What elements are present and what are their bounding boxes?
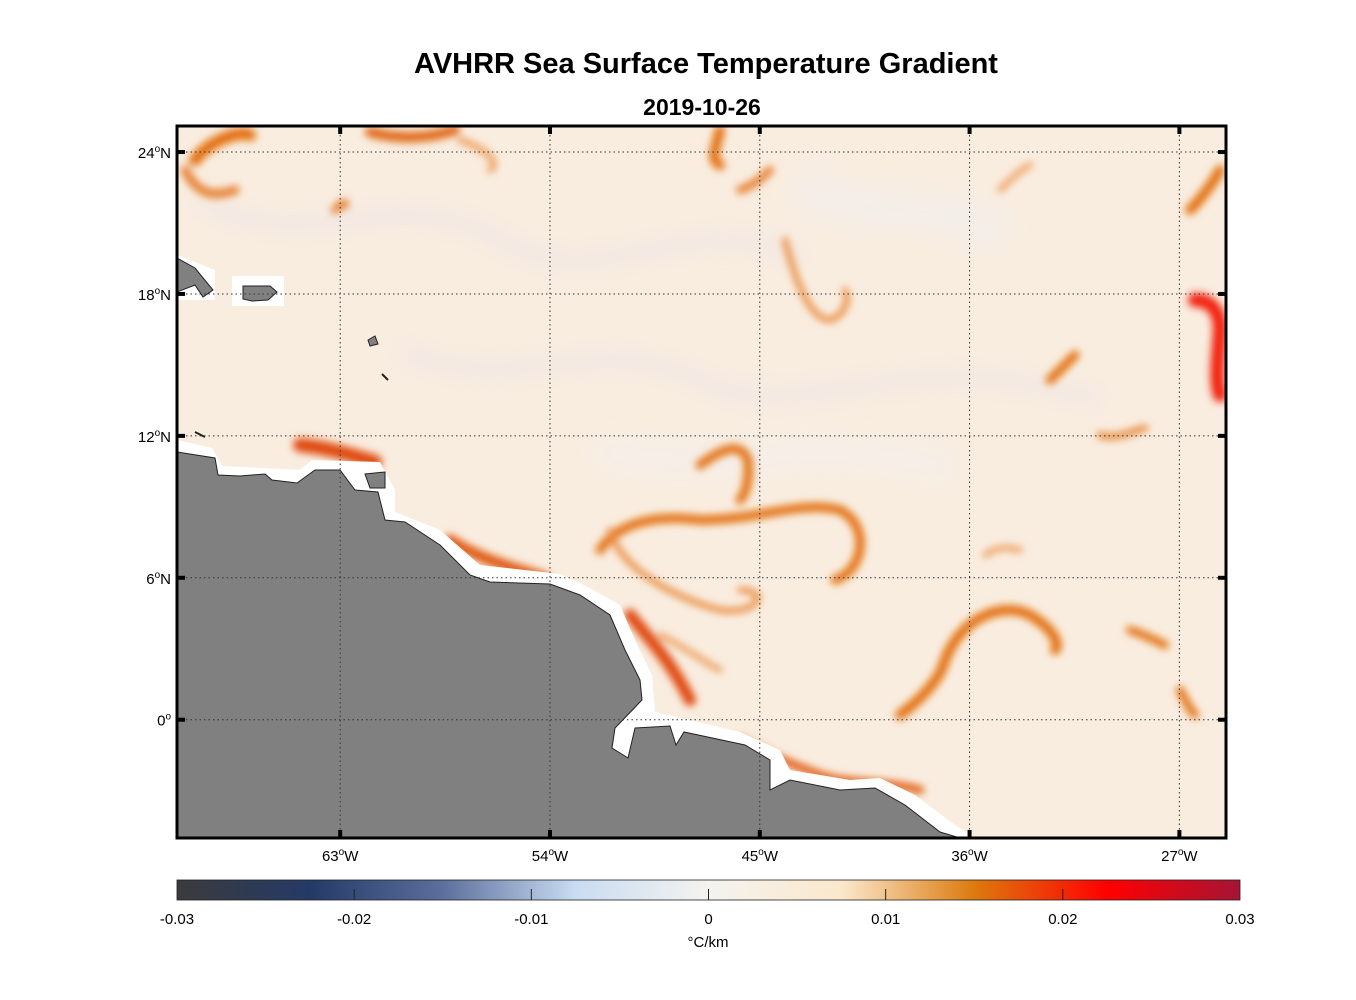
axis-ticks: 63oW 54oW 45oW 36oW 27oW 24oN 18oN 12oN 6oN 0o	[138, 126, 1226, 865]
south-america-land	[177, 451, 961, 838]
colorbar-tick-label: 0.03	[1225, 911, 1254, 928]
x-tick-label: 63oW	[322, 847, 359, 865]
chart-title: AVHRR Sea Surface Temperature Gradient	[414, 48, 998, 80]
y-tick-label: 18oN	[138, 286, 171, 304]
colorbar-tick-label: 0	[704, 911, 712, 928]
island-land	[381, 373, 389, 381]
hispaniola-land	[177, 257, 214, 298]
x-tick-label: 36oW	[951, 847, 988, 865]
y-tick-label: 6oN	[146, 570, 171, 588]
texture	[196, 164, 1103, 485]
island-land	[367, 335, 379, 347]
colorbar-tick-label: 0.01	[871, 911, 900, 928]
puerto-rico-land	[242, 285, 278, 302]
colorbar-tick-label: -0.03	[160, 911, 194, 928]
island-land	[194, 431, 206, 438]
colorbar-tick-label: -0.02	[337, 911, 371, 928]
chart-subtitle: 2019-10-26	[643, 94, 761, 120]
colorbar-label: °C/km	[688, 934, 729, 951]
colorbar-ticks: -0.03 -0.02 -0.01 0 0.01 0.02 0.03	[160, 889, 1255, 928]
x-tick-label: 27oW	[1161, 847, 1198, 865]
y-tick-label: 12oN	[138, 428, 171, 446]
grid-lines	[177, 126, 1226, 838]
y-tick-label: 24oN	[138, 144, 171, 162]
map-frame	[175, 124, 1228, 840]
colorbar-tick-label: -0.01	[514, 911, 548, 928]
map-area	[177, 126, 1226, 838]
trinidad-land	[364, 471, 386, 489]
land	[177, 255, 975, 838]
x-tick-label: 45oW	[742, 847, 779, 865]
y-tick-label: 0o	[157, 712, 171, 730]
colorbar-tick-label: 0.02	[1048, 911, 1077, 928]
x-tick-label: 54oW	[532, 847, 569, 865]
